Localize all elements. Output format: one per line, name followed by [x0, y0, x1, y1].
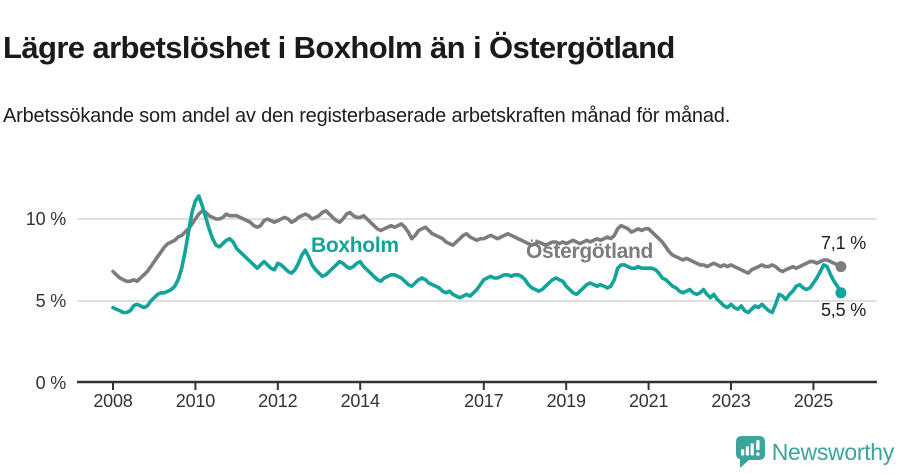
x-tick-label: 2017: [464, 391, 504, 411]
series-line-östergötland: [111, 209, 843, 284]
end-dot-boxholm: [835, 287, 847, 299]
end-value-label-ostergotland: 7,1 %: [820, 233, 866, 253]
end-dot-östergötland: [835, 261, 847, 273]
newsworthy-speech-bubble-chart-icon: [735, 436, 765, 468]
x-tick-label: 2023: [711, 391, 751, 411]
newsworthy-logo[interactable]: Newsworthy: [735, 436, 895, 468]
y-tick-label: 0 %: [35, 373, 67, 393]
x-tick-label: 2010: [175, 391, 216, 411]
x-tick-label: 2021: [628, 391, 669, 411]
chart-subtitle: Arbetssökande som andel av den registerb…: [3, 105, 731, 127]
x-tick-label: 2008: [93, 391, 133, 411]
y-tick-label: 10 %: [25, 209, 66, 229]
newsworthy-wordmark: Newsworthy: [771, 438, 895, 465]
y-tick-label: 5 %: [35, 291, 67, 311]
x-tick-label: 2014: [340, 391, 380, 411]
x-tick-label: 2019: [546, 391, 586, 411]
x-tick-label: 2025: [793, 391, 834, 411]
x-tick-label: 2012: [258, 391, 298, 411]
series-label-boxholm: Boxholm: [311, 234, 399, 257]
page-title: Lägre arbetslöshet i Boxholm än i Österg…: [3, 29, 675, 65]
series-label-ostergotland: Östergötland: [526, 240, 654, 263]
series-line-boxholm: [111, 194, 843, 315]
end-value-label-boxholm: 5,5 %: [820, 300, 866, 320]
